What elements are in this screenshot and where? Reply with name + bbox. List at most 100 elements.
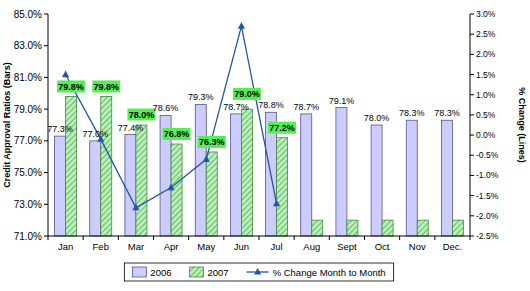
x-tick: [329, 236, 330, 240]
y2-tick-label: 2.0%: [476, 49, 496, 59]
y2-axis-line: [470, 14, 471, 236]
x-tick-label: Jul: [271, 241, 283, 252]
data-label: 78.6%: [153, 103, 179, 113]
bar: [371, 125, 382, 236]
bar: [452, 220, 463, 236]
bar: [241, 109, 252, 236]
y-tick-label: 71.0%: [14, 231, 42, 242]
data-label: 79.8%: [93, 82, 119, 92]
x-tick: [259, 236, 260, 240]
data-label-box: [57, 80, 85, 92]
y2-tick-label: -0.5%: [476, 150, 499, 160]
data-label: 78.7%: [293, 102, 319, 112]
y2-tick-label: -1.5%: [476, 191, 499, 201]
y2-tick: [470, 155, 474, 156]
bar: [125, 135, 136, 236]
bar: [230, 114, 241, 236]
data-label-box: [268, 122, 296, 134]
x-tick: [294, 236, 295, 240]
bar: [66, 96, 77, 236]
y2-tick: [470, 54, 474, 55]
bar: [136, 125, 147, 236]
x-tick-label: Oct: [375, 241, 390, 252]
y2-tick: [470, 195, 474, 196]
marker: [273, 200, 280, 207]
marker: [167, 184, 174, 191]
axes: 71.0%73.0%75.0%77.0%79.0%81.0%83.0%85.0%…: [14, 9, 499, 253]
y2-tick: [470, 114, 474, 115]
legend-item: % Change Month to Month: [247, 267, 386, 278]
x-tick-label: Dec.: [443, 241, 463, 252]
y2-tick-label: -1.0%: [476, 170, 499, 180]
y2-tick-label: 2.5%: [476, 29, 496, 39]
y-tick-label: 73.0%: [14, 199, 42, 210]
legend: 2006 2007 % Change Month to Month: [124, 263, 393, 281]
y2-tick-label: 1.5%: [476, 70, 496, 80]
bar: [417, 220, 428, 236]
y2-tick: [470, 14, 474, 15]
y-tick-label: 85.0%: [14, 9, 42, 20]
bar: [441, 120, 452, 236]
x-tick: [83, 236, 84, 240]
y2-tick: [470, 94, 474, 95]
data-label: 79.0%: [234, 89, 260, 99]
data-label: 79.8%: [58, 82, 84, 92]
y-tick-label: 77.0%: [14, 135, 42, 146]
x-tick: [223, 236, 224, 240]
y-tick: [44, 14, 48, 15]
y-tick-label: 81.0%: [14, 72, 42, 83]
line: [66, 26, 277, 208]
y2-tick-label: 3.0%: [476, 9, 496, 19]
data-label: 78.0%: [129, 110, 155, 120]
y2-tick: [470, 236, 474, 237]
legend-label: % Change Month to Month: [273, 267, 386, 278]
y-tick-label: 79.0%: [14, 104, 42, 115]
x-tick: [434, 236, 435, 240]
legend-swatch: [189, 267, 203, 277]
bar: [382, 220, 393, 236]
data-label-box: [163, 128, 191, 140]
y2-tick-label: 1.0%: [476, 90, 496, 100]
y-tick-label: 75.0%: [14, 167, 42, 178]
data-label-box: [92, 80, 120, 92]
chart: 71.0%73.0%75.0%77.0%79.0%81.0%83.0%85.0%…: [0, 0, 530, 291]
bar: [406, 120, 417, 236]
x-tick-label: Jun: [234, 241, 249, 252]
data-labels: 77.3%79.8%77.0%79.8%77.4%78.0%78.6%76.8%…: [47, 80, 459, 147]
marker: [238, 22, 245, 29]
data-label: 79.3%: [188, 92, 214, 102]
y2-tick: [470, 34, 474, 35]
data-label: 79.1%: [329, 96, 355, 106]
x-tick: [118, 236, 119, 240]
data-label: 77.2%: [269, 123, 295, 133]
y2-tick: [470, 135, 474, 136]
legend-label: 2006: [150, 267, 171, 278]
marker: [62, 71, 69, 78]
data-label-box: [233, 88, 261, 100]
bar: [101, 96, 112, 236]
bar: [277, 138, 288, 236]
bar: [90, 141, 101, 236]
y2-tick: [470, 74, 474, 75]
bar: [195, 104, 206, 236]
y-tick: [44, 77, 48, 78]
x-tick: [188, 236, 189, 240]
y2-tick-label: 0.0%: [476, 130, 496, 140]
x-tick: [48, 236, 49, 240]
legend-item: 2007: [189, 267, 228, 278]
y-tick: [44, 236, 48, 237]
data-label-box: [198, 136, 226, 148]
data-label: 78.0%: [364, 113, 390, 123]
x-tick: [364, 236, 365, 240]
y2-tick-label: -2.0%: [476, 211, 499, 221]
data-label: 76.3%: [199, 137, 225, 147]
x-tick-label: Feb: [93, 241, 109, 252]
y2-tick: [470, 175, 474, 176]
bar: [55, 136, 66, 236]
y-tick: [44, 140, 48, 141]
bar: [336, 108, 347, 236]
data-label: 77.3%: [47, 124, 73, 134]
x-tick: [153, 236, 154, 240]
y-tick: [44, 109, 48, 110]
x-tick-label: Jan: [58, 241, 73, 252]
